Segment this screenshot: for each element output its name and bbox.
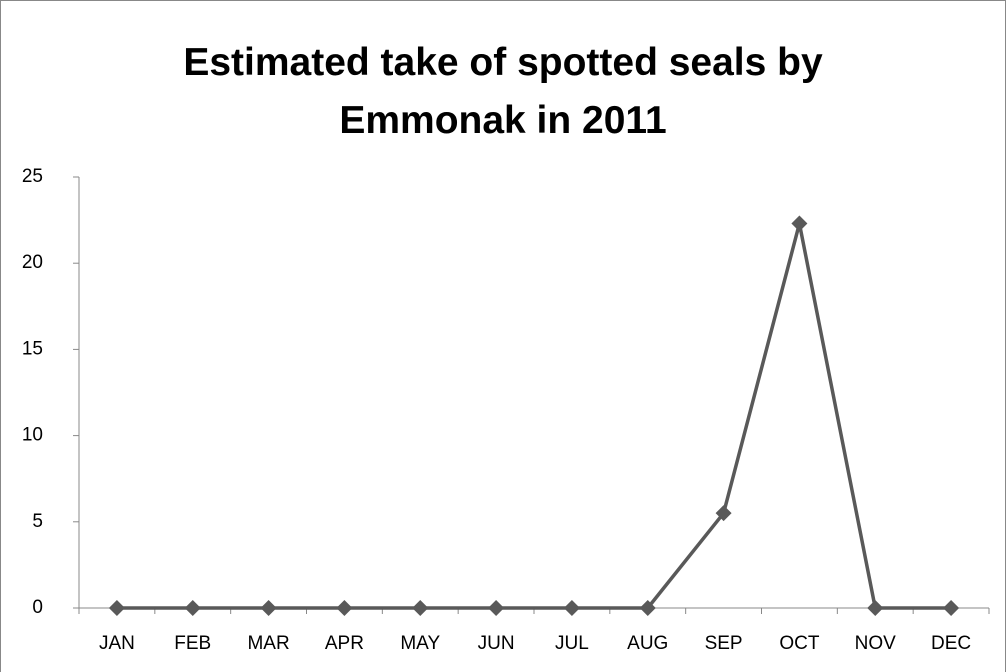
x-tick-label: JUN [478,633,515,654]
x-tick-label: SEP [705,633,743,654]
x-tick-label: OCT [779,633,820,654]
x-tick-label: APR [325,633,364,654]
x-tick-label: MAY [400,633,440,654]
y-tick-label: 0 [32,597,43,618]
y-tick-label: 15 [22,338,43,359]
series-line [116,221,952,610]
data-point [260,600,277,616]
data-point [336,600,353,616]
data-point [639,600,656,616]
data-point [412,600,429,616]
y-tick-label: 10 [22,425,43,446]
x-tick-label: NOV [855,633,897,654]
data-point [184,600,201,616]
data-point [108,600,125,616]
x-tick-label: DEC [931,633,971,654]
x-tick-label: MAR [247,633,289,654]
x-tick-label: AUG [627,633,668,654]
data-point [943,600,960,616]
data-point [715,505,732,522]
y-tick-label: 25 [22,166,43,187]
data-point [563,600,580,616]
data-point [488,600,505,616]
y-tick-label: 5 [32,511,43,532]
y-tick-label: 20 [22,252,43,273]
chart-title: Estimated take of spotted seals by Emmon… [183,41,823,142]
data-point [867,600,884,616]
data-point [791,215,808,232]
x-tick-label: JUL [555,633,589,654]
x-tick-label: FEB [174,633,211,654]
x-tick-label: JAN [99,633,135,654]
